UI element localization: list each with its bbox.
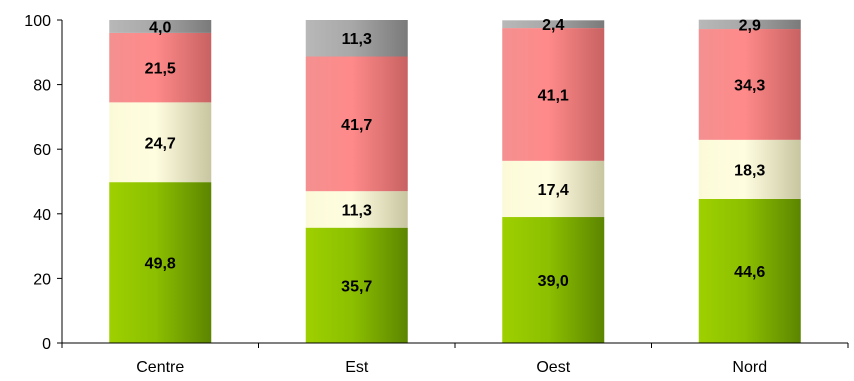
labels-group: 49,8 24,7 21,5 4,0 35,7 11,3 41,7 11,3 39,0 17,4 4… (145, 17, 766, 295)
bar-segment-est-3 (305, 20, 408, 57)
bar-segment-oest-3 (502, 20, 605, 29)
bar-segment-centre-3 (109, 20, 212, 33)
data-label-oest-3: 2,4 (542, 17, 564, 34)
y-tick-label-0: 0 (42, 336, 51, 353)
axes-group: Centre Est Oest Nord 0 20 40 60 80 100 (24, 13, 849, 376)
bar-segment-nord-0 (698, 198, 801, 343)
data-label-nord-2: 34,3 (734, 77, 765, 94)
bar-segment-est-0 (305, 227, 408, 343)
data-label-centre-3: 4,0 (149, 19, 171, 36)
x-tick-label-oest: Oest (536, 359, 570, 376)
bar-segment-est-2 (305, 56, 408, 192)
x-tick-label-nord: Nord (732, 359, 767, 376)
bar-segment-est-1 (305, 191, 408, 228)
x-tick-label-centre: Centre (136, 359, 184, 376)
y-tick-label-40: 40 (33, 207, 51, 224)
data-label-nord-0: 44,6 (734, 264, 765, 281)
bar-segment-nord-1 (698, 139, 801, 199)
y-tick-label-80: 80 (33, 78, 51, 95)
bar-segment-nord-2 (698, 29, 801, 140)
bar-segment-oest-2 (502, 28, 605, 161)
data-label-oest-2: 41,1 (538, 87, 569, 104)
data-label-centre-1: 24,7 (145, 135, 176, 152)
data-label-est-3: 11,3 (342, 31, 372, 48)
data-label-est-1: 11,3 (342, 202, 372, 219)
bar-segment-centre-2 (109, 32, 212, 103)
bar-segment-nord-3 (698, 19, 801, 30)
data-label-nord-3: 2,9 (739, 17, 761, 34)
bar-segment-centre-0 (109, 182, 212, 343)
y-tick-label-60: 60 (33, 142, 51, 159)
bars-group (109, 19, 801, 343)
bar-segment-oest-1 (502, 160, 605, 218)
y-tick-label-100: 100 (24, 13, 51, 30)
data-label-centre-0: 49,8 (145, 256, 176, 273)
bar-segment-oest-0 (502, 217, 605, 343)
data-label-est-0: 35,7 (341, 278, 372, 295)
x-tick-label-est: Est (345, 359, 369, 376)
data-label-nord-1: 18,3 (734, 162, 765, 179)
y-tick-label-20: 20 (33, 271, 51, 288)
data-label-centre-2: 21,5 (145, 61, 176, 78)
data-label-est-2: 41,7 (341, 117, 372, 134)
data-label-oest-1: 17,4 (538, 182, 569, 199)
bar-segment-centre-1 (109, 102, 212, 183)
data-label-oest-0: 39,0 (538, 273, 569, 290)
